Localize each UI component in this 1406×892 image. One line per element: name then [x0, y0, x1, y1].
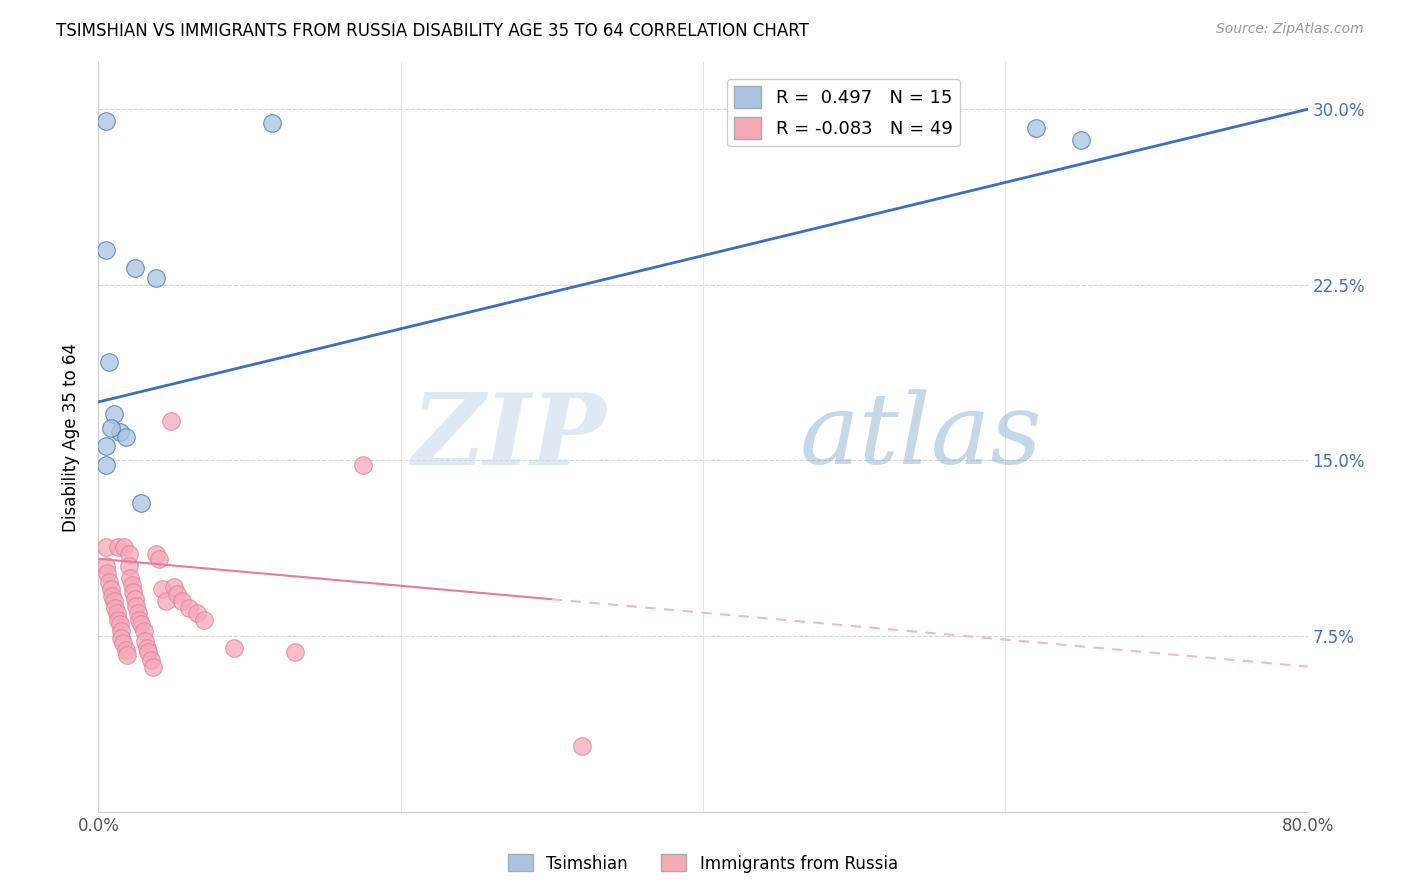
Point	[124, 261, 146, 276]
Y-axis label: Disability Age 35 to 64: Disability Age 35 to 64	[62, 343, 80, 532]
Text: Source: ZipAtlas.com: Source: ZipAtlas.com	[1216, 22, 1364, 37]
Point	[103, 407, 125, 421]
Point	[114, 643, 136, 657]
Point	[128, 613, 150, 627]
Point	[141, 652, 163, 666]
Point	[107, 540, 129, 554]
Point	[135, 640, 157, 655]
Point	[94, 243, 117, 257]
Point	[114, 430, 136, 444]
Point	[129, 617, 152, 632]
Point	[111, 636, 134, 650]
Legend: R =  0.497   N = 15, R = -0.083   N = 49: R = 0.497 N = 15, R = -0.083 N = 49	[727, 79, 960, 146]
Text: atlas: atlas	[800, 390, 1042, 484]
Point	[163, 580, 186, 594]
Point	[1070, 133, 1092, 147]
Point	[101, 590, 124, 604]
Point	[122, 584, 145, 599]
Point	[148, 551, 170, 566]
Point	[224, 640, 246, 655]
Point	[186, 606, 208, 620]
Point	[107, 613, 129, 627]
Point	[132, 624, 155, 639]
Point	[94, 540, 117, 554]
Point	[118, 547, 141, 561]
Point	[100, 420, 122, 434]
Point	[136, 646, 159, 660]
Point	[115, 648, 138, 662]
Point	[262, 116, 284, 130]
Point	[105, 606, 128, 620]
Point	[100, 582, 122, 597]
Point	[110, 632, 132, 646]
Point	[94, 440, 117, 453]
Point	[1024, 120, 1046, 135]
Point	[125, 599, 148, 613]
Point	[104, 601, 127, 615]
Point	[121, 577, 143, 591]
Point	[145, 271, 167, 285]
Point	[103, 594, 125, 608]
Point	[155, 594, 177, 608]
Point	[94, 114, 117, 128]
Point	[120, 571, 142, 585]
Point	[150, 582, 173, 597]
Text: ZIP: ZIP	[412, 389, 606, 485]
Point	[94, 558, 117, 573]
Point	[108, 425, 131, 440]
Point	[145, 547, 167, 561]
Text: TSIMSHIAN VS IMMIGRANTS FROM RUSSIA DISABILITY AGE 35 TO 64 CORRELATION CHART: TSIMSHIAN VS IMMIGRANTS FROM RUSSIA DISA…	[56, 22, 808, 40]
Point	[352, 458, 374, 473]
Point	[129, 495, 152, 509]
Point	[112, 540, 135, 554]
Point	[193, 613, 215, 627]
Point	[127, 606, 149, 620]
Point	[118, 558, 141, 573]
Point	[166, 587, 188, 601]
Point	[96, 566, 118, 580]
Point	[179, 601, 201, 615]
Point	[170, 594, 193, 608]
Point	[108, 617, 131, 632]
Legend: Tsimshian, Immigrants from Russia: Tsimshian, Immigrants from Russia	[502, 847, 904, 880]
Point	[571, 739, 593, 753]
Point	[94, 458, 117, 473]
Point	[160, 414, 183, 428]
Point	[284, 646, 307, 660]
Point	[98, 575, 121, 590]
Point	[134, 633, 156, 648]
Point	[142, 659, 165, 673]
Point	[124, 591, 146, 606]
Point	[98, 355, 121, 369]
Point	[110, 624, 132, 639]
